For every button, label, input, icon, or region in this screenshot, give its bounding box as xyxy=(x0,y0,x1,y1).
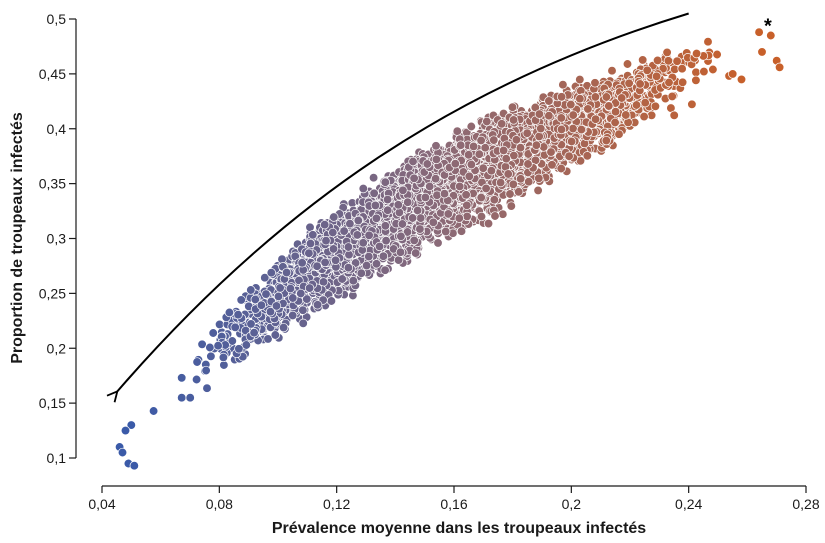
data-point xyxy=(148,406,159,416)
data-point xyxy=(246,285,256,295)
data-point xyxy=(185,393,195,403)
data-point xyxy=(441,226,451,237)
data-point xyxy=(669,110,679,120)
data-point xyxy=(703,37,713,47)
data-point xyxy=(506,201,516,211)
data-point xyxy=(191,374,202,385)
data-point xyxy=(646,110,657,120)
data-point xyxy=(206,351,216,361)
data-point xyxy=(277,254,287,264)
data-point xyxy=(201,365,211,376)
data-point xyxy=(263,334,273,344)
data-point xyxy=(177,373,187,383)
data-point xyxy=(456,226,467,236)
data-point xyxy=(533,185,543,196)
data-point xyxy=(202,383,212,393)
data-point xyxy=(691,48,702,59)
data-point xyxy=(575,74,585,85)
data-point xyxy=(197,339,207,349)
data-point xyxy=(298,318,308,328)
data-point xyxy=(260,273,270,283)
data-point xyxy=(214,319,225,330)
data-point xyxy=(699,66,709,77)
data-points xyxy=(114,27,785,471)
data-point xyxy=(270,330,280,340)
data-point xyxy=(208,328,218,338)
data-point xyxy=(380,265,390,275)
data-point xyxy=(622,59,633,69)
data-point xyxy=(218,352,229,363)
data-point xyxy=(607,66,617,76)
data-point xyxy=(650,101,661,111)
data-point xyxy=(524,177,534,187)
data-point xyxy=(556,163,566,174)
data-point xyxy=(498,209,508,219)
data-point xyxy=(177,393,187,403)
data-point xyxy=(358,183,368,194)
data-point xyxy=(672,56,682,66)
data-point xyxy=(368,173,379,183)
data-point xyxy=(230,322,240,332)
data-point xyxy=(205,342,215,353)
data-point xyxy=(667,91,677,102)
data-point xyxy=(691,67,701,77)
data-point xyxy=(483,218,494,229)
data-point xyxy=(466,121,476,132)
data-point xyxy=(558,80,568,90)
